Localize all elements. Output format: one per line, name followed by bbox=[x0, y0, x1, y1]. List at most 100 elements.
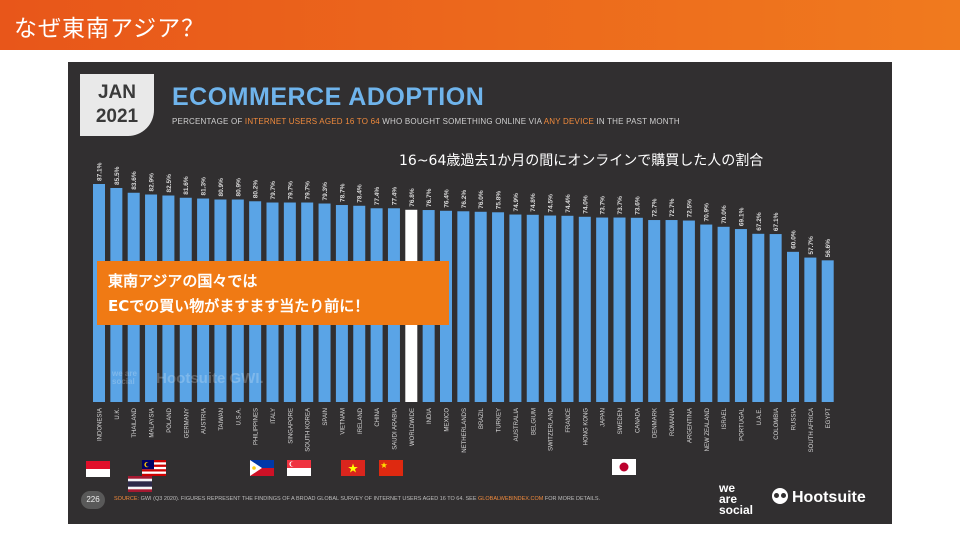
value-label: 82.5% bbox=[166, 174, 173, 193]
category-label: ISRAEL bbox=[722, 407, 728, 429]
value-label: 81.3% bbox=[201, 177, 208, 196]
value-label: 72.7% bbox=[652, 198, 659, 217]
value-label: 78.4% bbox=[357, 184, 364, 203]
source-label: SOURCE: bbox=[114, 496, 140, 502]
category-label: SWITZERLAND bbox=[549, 407, 555, 451]
bar-south-africa bbox=[804, 257, 817, 402]
bar-turkey bbox=[492, 212, 505, 402]
callout-line-2: ECでの買い物がますます当たり前に！ bbox=[108, 297, 370, 315]
slide-header: なぜ東南アジア？ bbox=[0, 0, 960, 50]
bar-israel bbox=[717, 226, 730, 402]
logo-word-are: are bbox=[719, 492, 738, 506]
category-label: CANADA bbox=[635, 408, 641, 433]
category-label: SAUDI ARABIA bbox=[392, 408, 398, 450]
value-label: 69.1% bbox=[738, 207, 745, 226]
bar-brazil bbox=[474, 211, 487, 402]
value-label: 78.7% bbox=[339, 183, 346, 202]
bar-egypt bbox=[821, 260, 834, 402]
category-label: VIETNAM bbox=[340, 408, 346, 435]
we-are-social-logo: we are social bbox=[719, 482, 753, 516]
bar-france bbox=[561, 215, 574, 402]
value-label: 82.9% bbox=[149, 173, 156, 192]
callout-line-1: 東南アジアの国々では bbox=[108, 272, 258, 290]
value-label: 74.0% bbox=[582, 195, 589, 214]
category-label: PHILIPPINES bbox=[254, 408, 260, 445]
category-label: POLAND bbox=[167, 407, 173, 432]
bar-canada bbox=[630, 217, 643, 402]
value-label: 67.1% bbox=[773, 212, 780, 231]
subtitle-part-1: PERCENTAGE OF bbox=[172, 117, 245, 126]
value-label: 85.5% bbox=[114, 166, 121, 185]
value-label: 77.4% bbox=[374, 187, 381, 206]
bar-japan bbox=[596, 217, 609, 402]
category-label: MALAYSIA bbox=[150, 408, 156, 438]
owl-icon bbox=[772, 488, 788, 504]
value-label: 77.4% bbox=[391, 187, 398, 206]
value-label: 80.2% bbox=[253, 180, 260, 199]
value-label: 81.6% bbox=[183, 176, 190, 195]
bar-sweden bbox=[613, 217, 626, 402]
category-label: MEXICO bbox=[445, 408, 451, 432]
bar-netherlands bbox=[457, 211, 470, 402]
subtitle-part-5: IN THE PAST MONTH bbox=[594, 117, 680, 126]
category-label: BELGIUM bbox=[531, 408, 537, 435]
subtitle-part-2: INTERNET USERS AGED 16 TO 64 bbox=[244, 117, 380, 126]
value-label: 74.8% bbox=[530, 193, 537, 212]
date-badge: JAN 2021 bbox=[80, 74, 154, 136]
value-label: 79.7% bbox=[270, 181, 277, 200]
category-label: AUSTRIA bbox=[202, 408, 208, 434]
subtitle-part-3: WHO BOUGHT SOMETHING ONLINE VIA bbox=[379, 117, 544, 126]
chart-subtitle: PERCENTAGE OF INTERNET USERS AGED 16 TO … bbox=[172, 117, 680, 126]
category-label: NETHERLANDS bbox=[462, 408, 468, 453]
category-label: FRANCE bbox=[566, 408, 572, 433]
vietnam-flag-icon bbox=[341, 460, 365, 476]
source-note: SOURCE: GWI (Q3 2020). FIGURES REPRESENT… bbox=[114, 496, 600, 502]
japan-flag-icon bbox=[612, 459, 636, 475]
value-label: 74.4% bbox=[565, 194, 572, 213]
value-label: 74.9% bbox=[513, 193, 520, 212]
date-year: 2021 bbox=[95, 106, 139, 127]
value-label: 79.7% bbox=[305, 181, 312, 200]
bar-australia bbox=[509, 214, 522, 402]
source-text: GWI (Q3 2020). FIGURES REPRESENT THE FIN… bbox=[139, 496, 479, 502]
bar-portugal bbox=[734, 229, 747, 402]
category-label: CHINA bbox=[375, 408, 381, 427]
category-label: THAILAND bbox=[132, 407, 138, 437]
bar-switzerland bbox=[544, 215, 557, 402]
category-label: TAIWAN bbox=[219, 408, 225, 431]
hootsuite-text: Hootsuite bbox=[792, 489, 866, 506]
value-label: 73.7% bbox=[600, 196, 607, 215]
category-label: EGYPT bbox=[826, 408, 832, 429]
value-label: 67.2% bbox=[756, 212, 763, 231]
chart-annotation: 16~64歳過去1か月の間にオンラインで購買した人の割合 bbox=[399, 153, 764, 169]
bar-u-a-e- bbox=[752, 233, 765, 402]
bar-romania bbox=[665, 220, 678, 402]
value-label: 87.1% bbox=[97, 162, 104, 181]
value-label: 76.8% bbox=[409, 188, 416, 207]
indonesia-flag-icon bbox=[86, 461, 110, 477]
bar-argentina bbox=[682, 220, 695, 402]
category-label: RUSSIA bbox=[792, 408, 798, 430]
page-number: 226 bbox=[81, 491, 105, 509]
value-label: 80.9% bbox=[218, 178, 225, 197]
value-label: 76.0% bbox=[478, 190, 485, 209]
thailand-flag-icon bbox=[128, 476, 152, 492]
value-label: 76.4% bbox=[444, 189, 451, 208]
category-label: SINGAPORE bbox=[288, 408, 294, 444]
watermark: we are social Hootsuite GWI. bbox=[112, 370, 264, 388]
value-label: 73.6% bbox=[634, 196, 641, 215]
slide-title: なぜ東南アジア？ bbox=[14, 16, 206, 42]
category-label: AUSTRALIA bbox=[514, 408, 520, 441]
value-label: 79.7% bbox=[287, 181, 294, 200]
bar-new-zealand bbox=[700, 224, 713, 402]
category-label: JAPAN bbox=[601, 408, 607, 427]
bar-denmark bbox=[648, 220, 661, 402]
value-label: 70.9% bbox=[704, 203, 711, 222]
value-label: 74.5% bbox=[548, 194, 555, 213]
category-label: U.A.E. bbox=[757, 408, 763, 426]
value-label: 72.5% bbox=[686, 199, 693, 218]
chart-title: ECOMMERCE ADOPTION bbox=[172, 83, 485, 111]
value-label: 75.8% bbox=[496, 191, 503, 210]
value-label: 73.7% bbox=[617, 196, 624, 215]
category-label: SWEDEN bbox=[618, 408, 624, 434]
